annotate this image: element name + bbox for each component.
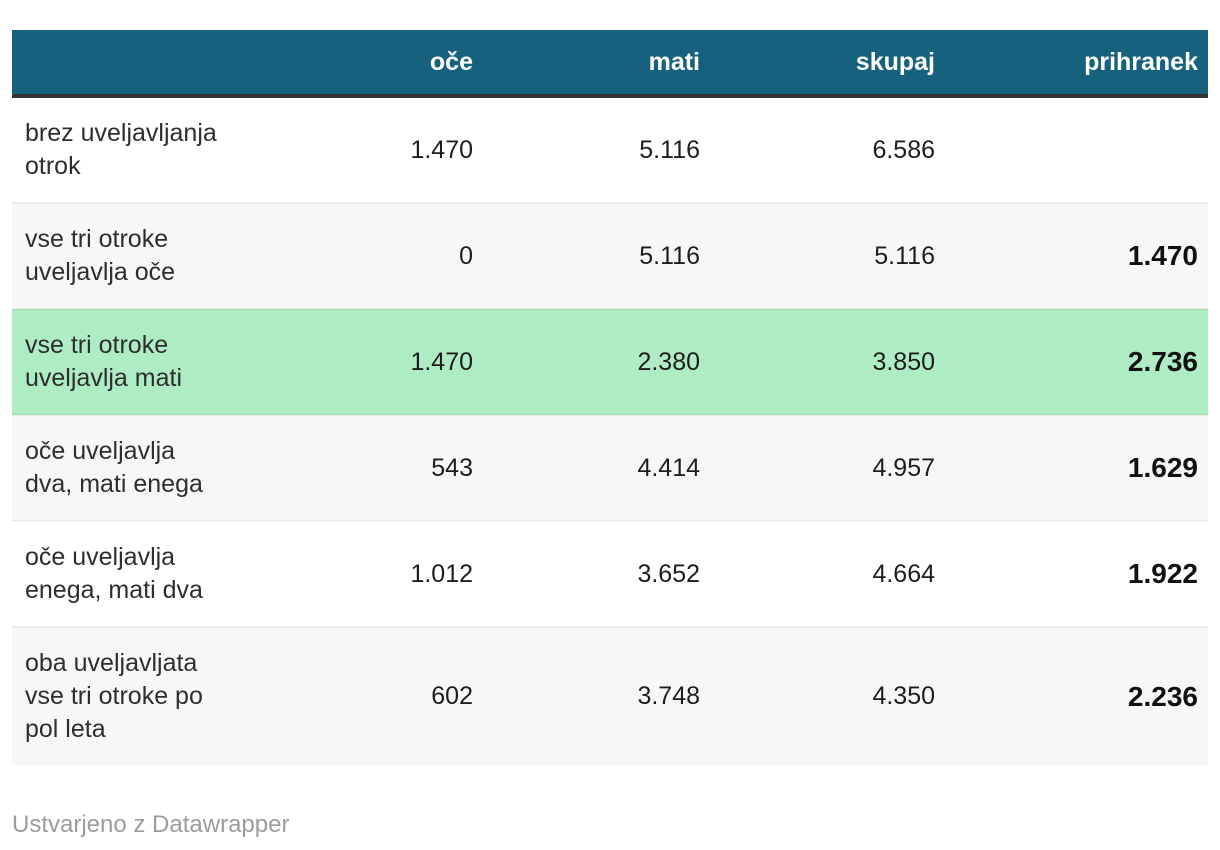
cell-oce: 1.470	[333, 308, 483, 415]
cell-skupaj: 4.664	[710, 520, 945, 627]
table-body: brez uveljavljanja otrok 1.470 5.116 6.586 vs…	[12, 96, 1208, 765]
row-label: oče uveljavlja enega, mati dva	[12, 520, 333, 627]
cell-prihranek	[945, 96, 1208, 203]
cell-mati: 4.414	[483, 414, 710, 521]
cell-mati: 3.748	[483, 626, 710, 765]
cell-oce: 543	[333, 414, 483, 521]
cell-prihranek: 1.922	[945, 520, 1208, 627]
table-header: oče mati skupaj prihranek	[12, 30, 1208, 98]
table-row: oče uveljavlja enega, mati dva 1.012 3.652 4…	[12, 520, 1208, 627]
datawrapper-attribution-link[interactable]: Ustvarjeno z Datawrapper	[12, 811, 290, 838]
cell-skupaj: 5.116	[710, 202, 945, 309]
cell-mati: 5.116	[639, 135, 700, 164]
row-label: oče uveljavlja dva, mati enega	[12, 414, 333, 521]
row-label: vse tri otroke uveljavlja oče	[12, 202, 333, 309]
table-row: vse tri otroke uveljavlja oče 0 5.116 5.116 1…	[12, 202, 1208, 309]
cell-prihranek: 2.736	[945, 308, 1208, 415]
cell-oce: 602	[333, 626, 483, 765]
cell-skupaj: 4.957	[710, 414, 945, 521]
cell-oce: 0	[333, 202, 483, 309]
cell-skupaj: 3.850	[710, 308, 945, 415]
cell-skupaj: 4.350	[710, 626, 945, 765]
column-header-oce: oče	[333, 30, 483, 98]
table-row: oba uveljavljata vse tri otroke po pol let…	[12, 626, 1208, 765]
column-header-skupaj: skupaj	[710, 30, 945, 98]
cell-mati: 3.652	[483, 520, 710, 627]
column-header-empty	[12, 30, 333, 98]
cell-oce: 1.012	[333, 520, 483, 627]
column-header-mati: mati	[483, 30, 710, 98]
cell-oce: 1.470	[410, 135, 473, 164]
cell-mati: 2.380	[483, 308, 710, 415]
row-label: brez uveljavljanja otrok	[25, 119, 217, 180]
header-row: oče mati skupaj prihranek	[12, 30, 1208, 98]
savings-table: oče mati skupaj prihranek brez uveljavlj…	[12, 30, 1208, 765]
cell-prihranek: 1.470	[945, 202, 1208, 309]
table-row: oče uveljavlja dva, mati enega 543 4.414 4.9…	[12, 414, 1208, 521]
cell-prihranek: 1.629	[945, 414, 1208, 521]
table-row: vse tri otroke uveljavlja mati 1.470 2.380 3…	[12, 308, 1208, 415]
column-header-prihranek: prihranek	[945, 30, 1208, 98]
cell-prihranek: 2.236	[945, 626, 1208, 765]
row-label: oba uveljavljata vse tri otroke po pol let…	[12, 626, 333, 765]
cell-skupaj: 6.586	[872, 135, 935, 164]
row-label: vse tri otroke uveljavlja mati	[12, 308, 333, 415]
cell-mati: 5.116	[483, 202, 710, 309]
table-row: brez uveljavljanja otrok 1.470 5.116 6.586	[12, 96, 1208, 203]
